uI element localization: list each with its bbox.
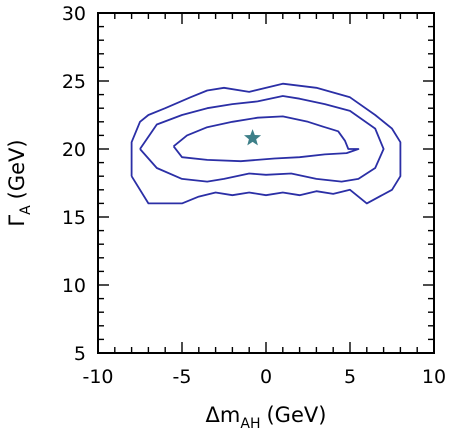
contour-line-2 — [139, 95, 385, 183]
contour-line-3 — [130, 82, 402, 205]
x-axis-unit: (GeV) — [266, 403, 326, 427]
x-tick-label: -10 — [82, 366, 113, 388]
x-tick-label: 5 — [344, 366, 356, 388]
contour-line-1 — [172, 115, 360, 163]
x-tick-label: 0 — [260, 366, 272, 388]
best-fit-star-marker — [244, 129, 262, 146]
marker-layer — [244, 129, 262, 146]
y-axis-title: ΓA (GeV) — [5, 139, 34, 226]
y-axis-subscript: A — [18, 205, 34, 215]
tick-labels-layer: -10 -5 0 5 10 5 10 15 20 25 30 — [62, 3, 446, 388]
y-tick-label: 20 — [62, 139, 86, 161]
y-tick-label: 5 — [74, 343, 86, 365]
contours-layer — [130, 82, 402, 205]
y-tick-label: 30 — [62, 3, 86, 25]
y-tick-label: 25 — [62, 71, 86, 93]
y-tick-label: 10 — [62, 275, 86, 297]
x-tick-label: 10 — [422, 366, 446, 388]
ticks-layer — [97, 12, 435, 354]
y-axis-unit: (GeV) — [5, 139, 29, 199]
y-axis-symbol: Γ — [5, 215, 29, 227]
plot-frame — [97, 12, 435, 354]
x-tick-label: -5 — [173, 366, 192, 388]
x-axis-subscript: AH — [240, 416, 260, 432]
x-axis-title: ΔmAH (GeV) — [206, 403, 327, 432]
x-axis-symbol: Δm — [206, 403, 241, 427]
y-tick-label: 15 — [62, 207, 86, 229]
